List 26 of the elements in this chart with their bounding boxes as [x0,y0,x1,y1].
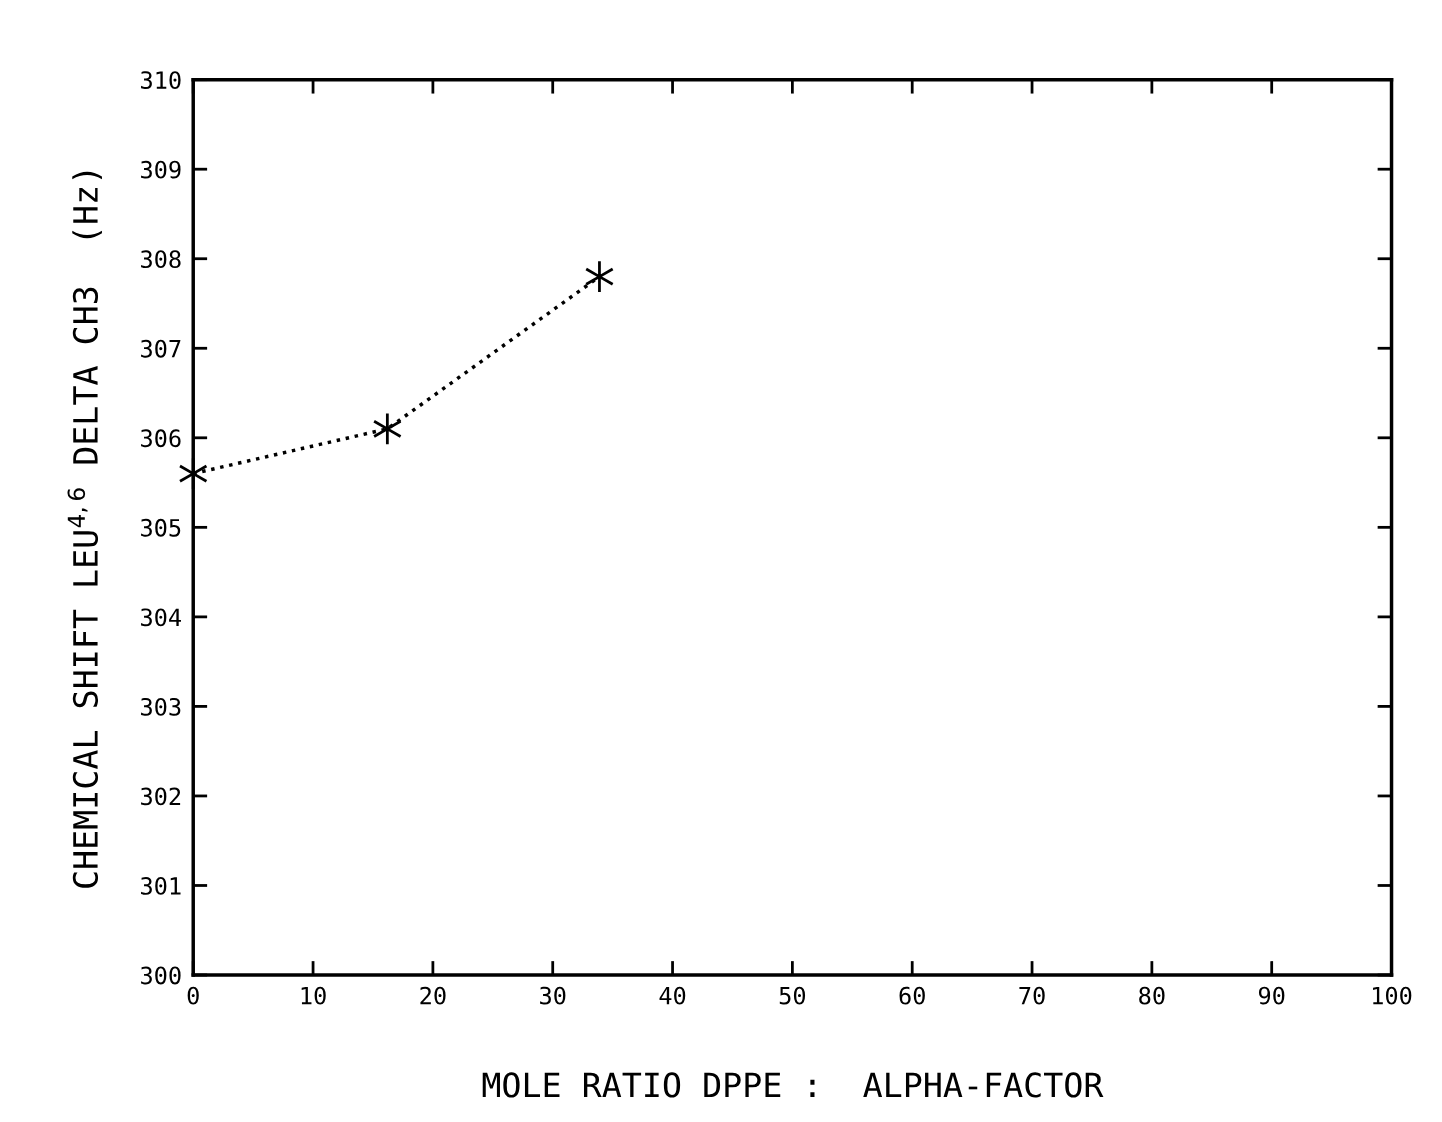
y-axis-title: CHEMICAL SHIFT LEU$^{4,6}$ DELTA CH3 (Hz) [67,171,102,888]
y-tick-label: 309 [141,160,181,179]
x-tick-label: 10 [301,986,326,1005]
y-tick-label: 301 [141,876,181,895]
x-tick-label: 50 [779,986,806,1005]
x-tick-label: 60 [899,986,925,1005]
x-tick-label: 70 [1019,986,1045,1005]
point [584,259,615,294]
y-tick-label: 306 [141,429,181,448]
x-tick-label: 80 [1139,986,1165,1005]
x-tick-label: 20 [420,986,446,1005]
x-tick-label: 40 [659,986,686,1005]
y-tick-label: 310 [141,71,181,90]
y-tick-label: 300 [141,966,181,985]
y-tick-label: 302 [141,787,181,806]
x-tick-label: 100 [1373,986,1412,1005]
point [372,412,402,446]
x-tick-label: 90 [1258,986,1285,1005]
x-tick-label: 30 [540,986,566,1005]
y-tick-label: 305 [141,518,181,537]
x-tick-label: 0 [187,986,199,1005]
x-axis-title: MOLE RATIO DPPE : ALPHA-FACTOR [482,1072,1104,1098]
y-tick-label: 307 [141,339,181,358]
y-tick-label: 303 [141,697,181,716]
y-tick-label: 308 [141,250,181,269]
y-tick-label: 304 [141,608,181,627]
